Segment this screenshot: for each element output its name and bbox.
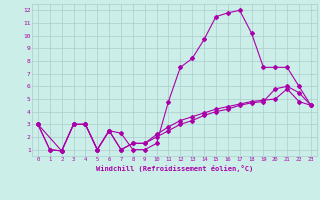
X-axis label: Windchill (Refroidissement éolien,°C): Windchill (Refroidissement éolien,°C) bbox=[96, 165, 253, 172]
